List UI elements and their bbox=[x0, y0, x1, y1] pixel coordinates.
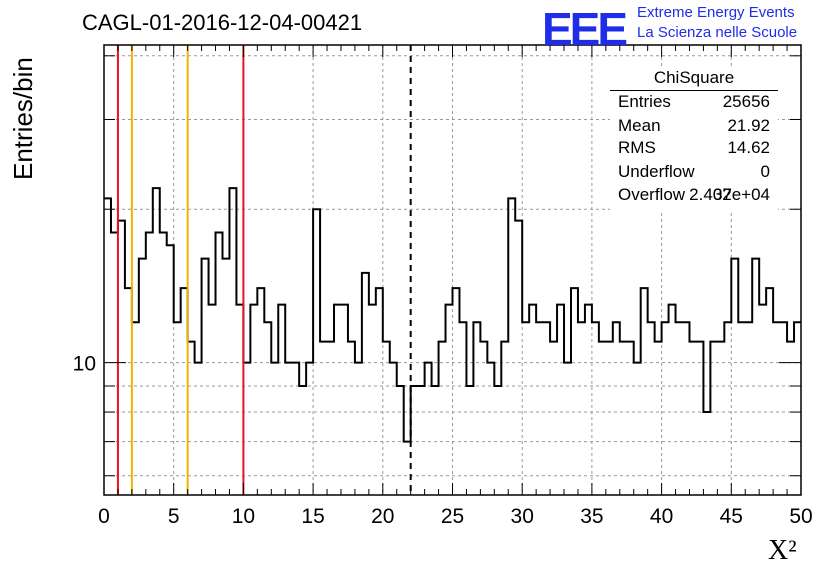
ticks-layer bbox=[103, 45, 802, 495]
stats-box-separator bbox=[610, 90, 778, 91]
grid-layer bbox=[104, 45, 801, 495]
stats-value: 0 bbox=[760, 162, 770, 181]
stats-label: Overflow bbox=[618, 185, 686, 204]
stats-label: Mean bbox=[618, 116, 661, 135]
x-tick-label: 0 bbox=[98, 505, 110, 528]
stats-value: 14.62 bbox=[727, 138, 770, 157]
x-tick-label: 5 bbox=[168, 505, 180, 528]
x-tick-label: 25 bbox=[441, 505, 464, 528]
logo-line-2: La Scienza nelle Scuole bbox=[637, 24, 798, 41]
x-tick-labels: 0 5 10 15 20 25 30 35 40 45 50 bbox=[98, 505, 813, 528]
histogram-step-line bbox=[104, 187, 801, 443]
stats-value: 2.402e+04 bbox=[689, 185, 770, 204]
stats-overlap-value: 37 bbox=[713, 185, 732, 204]
vertical-lines-layer bbox=[116, 45, 412, 495]
stats-value: 21.92 bbox=[727, 116, 770, 135]
x-tick-label: 10 bbox=[232, 505, 255, 528]
x-tick-label: 30 bbox=[511, 505, 534, 528]
x-tick-label: 35 bbox=[580, 505, 603, 528]
plot-frame bbox=[103, 44, 802, 496]
chart-title: CAGL-01-2016-12-04-00421 bbox=[82, 10, 363, 35]
stats-label: Entries bbox=[618, 92, 671, 111]
stats-label: Underflow bbox=[618, 162, 695, 181]
stats-value: 25656 bbox=[722, 92, 770, 111]
y-axis-label: Entries/bin bbox=[8, 57, 38, 180]
logo-line-1: Extreme Energy Events bbox=[637, 4, 795, 21]
x-axis-label: X² bbox=[768, 535, 797, 566]
y-tick-label: 10 bbox=[73, 353, 96, 376]
eee-logo: EEE bbox=[542, 3, 628, 55]
histogram-layer bbox=[104, 187, 801, 443]
stats-box-name: ChiSquare bbox=[653, 68, 735, 87]
x-tick-label: 50 bbox=[789, 505, 812, 528]
stats-box: ChiSquare Entries 25656 Mean 21.92 RMS 1… bbox=[610, 66, 778, 211]
x-tick-label: 15 bbox=[301, 505, 324, 528]
x-tick-label: 20 bbox=[371, 505, 394, 528]
y-tick-labels: 10 bbox=[73, 353, 96, 376]
x-tick-label: 45 bbox=[720, 505, 743, 528]
stats-label: RMS bbox=[618, 138, 656, 157]
x-tick-label: 40 bbox=[650, 505, 673, 528]
